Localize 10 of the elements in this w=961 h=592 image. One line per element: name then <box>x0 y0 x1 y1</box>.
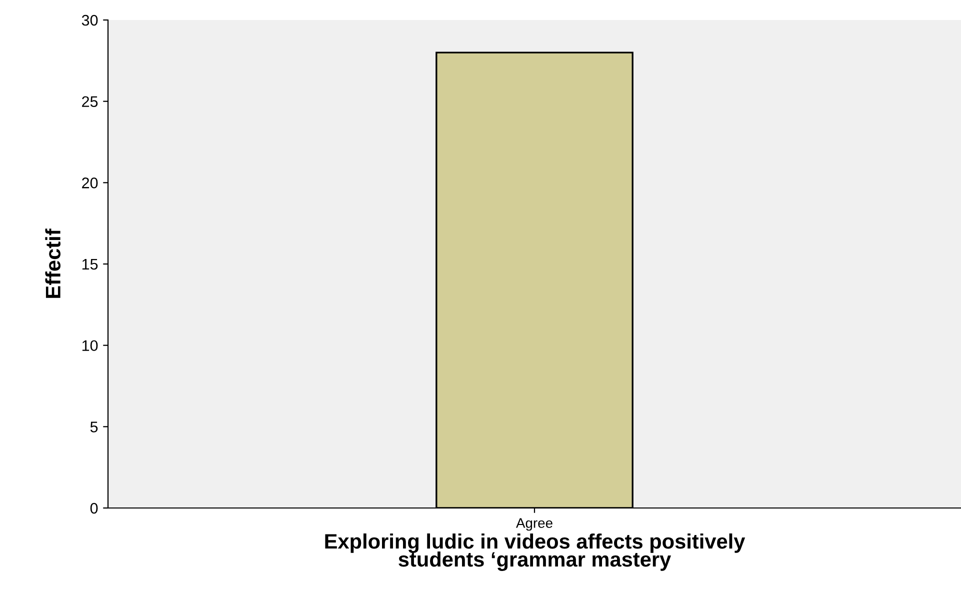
y-tick-label: 20 <box>82 178 98 188</box>
y-tick-label: 25 <box>82 96 98 108</box>
y-tick-label: 10 <box>82 340 98 352</box>
y-tick-label: 0 <box>90 502 98 514</box>
x-tick-label: Agree <box>516 518 552 531</box>
y-tick-label: 5 <box>90 422 98 432</box>
y-tick-label: 30 <box>82 14 98 26</box>
x-axis-title: Exploring ludic in videos affects positively students ‘grammar mastery <box>325 533 746 571</box>
y-tick-label: 15 <box>82 259 98 270</box>
y-axis-title: Effectif <box>45 228 60 298</box>
